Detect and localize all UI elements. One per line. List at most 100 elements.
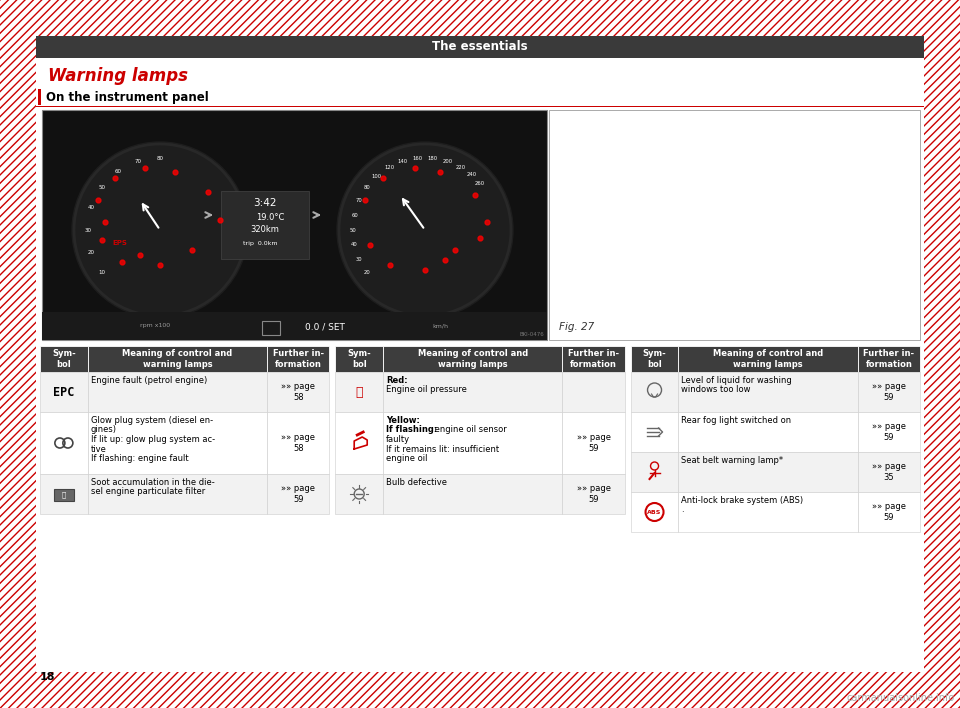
Bar bbox=[42, 312, 547, 340]
Text: 40: 40 bbox=[88, 205, 95, 210]
Bar bbox=[36, 36, 924, 58]
Bar bbox=[267, 346, 329, 372]
Text: 70: 70 bbox=[134, 159, 141, 164]
Bar bbox=[221, 191, 309, 259]
Text: »» page
35: »» page 35 bbox=[872, 462, 906, 481]
Bar bbox=[631, 492, 679, 532]
Bar bbox=[0, 672, 960, 708]
Text: Sym-
bol: Sym- bol bbox=[348, 349, 372, 369]
Text: 320km: 320km bbox=[251, 226, 279, 234]
Bar bbox=[563, 412, 625, 474]
Bar bbox=[335, 372, 383, 412]
Text: 40: 40 bbox=[351, 242, 358, 248]
Text: If lit up: glow plug system ac-: If lit up: glow plug system ac- bbox=[91, 435, 215, 444]
Text: Fig. 27: Fig. 27 bbox=[559, 322, 594, 332]
Text: ABS: ABS bbox=[647, 510, 661, 515]
Bar bbox=[679, 492, 858, 532]
Bar bbox=[679, 412, 858, 452]
Bar bbox=[40, 372, 87, 412]
Text: 120: 120 bbox=[384, 165, 394, 170]
Text: 80: 80 bbox=[156, 156, 163, 161]
Text: 30: 30 bbox=[356, 257, 363, 262]
Text: Sym-
bol: Sym- bol bbox=[52, 349, 76, 369]
Bar bbox=[679, 452, 858, 492]
Text: Engine fault (petrol engine): Engine fault (petrol engine) bbox=[91, 376, 207, 385]
Text: 160: 160 bbox=[413, 156, 422, 161]
Bar bbox=[563, 372, 625, 412]
Text: 100: 100 bbox=[372, 174, 382, 179]
Text: »» page
58: »» page 58 bbox=[281, 433, 315, 452]
Text: 60: 60 bbox=[351, 212, 358, 217]
Bar bbox=[87, 412, 267, 474]
Bar bbox=[87, 474, 267, 514]
Bar bbox=[383, 372, 563, 412]
Text: If flashing: engine fault: If flashing: engine fault bbox=[91, 454, 188, 463]
Bar bbox=[858, 412, 920, 452]
Text: 0.0 / SET: 0.0 / SET bbox=[304, 323, 345, 331]
Text: gines): gines) bbox=[91, 426, 117, 435]
Bar bbox=[267, 372, 329, 412]
Text: 200: 200 bbox=[443, 159, 452, 164]
Text: engine oil sensor: engine oil sensor bbox=[432, 426, 507, 435]
Text: Sym-
bol: Sym- bol bbox=[642, 349, 666, 369]
Text: Bulb defective: Bulb defective bbox=[386, 478, 447, 487]
Bar bbox=[38, 89, 41, 105]
Text: Further in-
formation: Further in- formation bbox=[568, 349, 619, 369]
Bar bbox=[631, 452, 679, 492]
Bar bbox=[40, 346, 87, 372]
Bar bbox=[383, 346, 563, 372]
Text: Further in-
formation: Further in- formation bbox=[863, 349, 915, 369]
Text: 60: 60 bbox=[114, 169, 121, 174]
Text: Rear fog light switched on: Rear fog light switched on bbox=[682, 416, 792, 425]
Text: 3:42: 3:42 bbox=[253, 198, 276, 208]
Text: Warning lamps: Warning lamps bbox=[48, 67, 188, 85]
Text: 20: 20 bbox=[88, 250, 95, 255]
Text: Anti-lock brake system (ABS): Anti-lock brake system (ABS) bbox=[682, 496, 804, 505]
Text: 80: 80 bbox=[364, 185, 371, 190]
Text: Seat belt warning lamp*: Seat belt warning lamp* bbox=[682, 456, 783, 465]
Bar bbox=[335, 346, 383, 372]
Text: EPC: EPC bbox=[53, 385, 75, 399]
Bar bbox=[0, 0, 960, 36]
Bar bbox=[40, 474, 87, 514]
Text: windows too low: windows too low bbox=[682, 385, 751, 394]
Text: Meaning of control and
warning lamps: Meaning of control and warning lamps bbox=[418, 349, 528, 369]
Text: »» page
59: »» page 59 bbox=[577, 484, 611, 503]
Bar bbox=[267, 474, 329, 514]
Bar bbox=[54, 489, 74, 501]
Text: 30: 30 bbox=[84, 227, 91, 232]
Text: On the instrument panel: On the instrument panel bbox=[46, 91, 208, 105]
Text: Meaning of control and
warning lamps: Meaning of control and warning lamps bbox=[713, 349, 824, 369]
Text: trip  0.0km: trip 0.0km bbox=[243, 241, 277, 246]
Text: »» page
59: »» page 59 bbox=[872, 382, 906, 401]
Text: »» page
59: »» page 59 bbox=[577, 433, 611, 452]
Bar bbox=[87, 372, 267, 412]
Text: 19.0°C: 19.0°C bbox=[255, 212, 284, 222]
Text: Soot accumulation in the die-: Soot accumulation in the die- bbox=[91, 478, 214, 487]
Text: 220: 220 bbox=[456, 165, 466, 170]
Text: Red:: Red: bbox=[386, 376, 408, 385]
Text: BKI-0476: BKI-0476 bbox=[519, 332, 544, 337]
Text: Level of liquid for washing: Level of liquid for washing bbox=[682, 376, 792, 385]
Text: Further in-
formation: Further in- formation bbox=[273, 349, 324, 369]
Text: 50: 50 bbox=[349, 227, 356, 232]
Bar bbox=[858, 492, 920, 532]
Text: .: . bbox=[682, 506, 684, 515]
Bar bbox=[631, 412, 679, 452]
Text: rpm x100: rpm x100 bbox=[140, 323, 170, 328]
Text: If it remains lit: insufficient: If it remains lit: insufficient bbox=[386, 445, 499, 454]
Bar bbox=[42, 110, 547, 340]
Bar bbox=[335, 474, 383, 514]
Text: 140: 140 bbox=[397, 159, 408, 164]
Text: 10: 10 bbox=[98, 270, 106, 275]
Text: 18: 18 bbox=[40, 672, 56, 682]
Text: 🛢: 🛢 bbox=[355, 385, 363, 399]
Text: »» page
59: »» page 59 bbox=[281, 484, 315, 503]
Text: engine oil: engine oil bbox=[386, 454, 427, 463]
Bar bbox=[631, 372, 679, 412]
Circle shape bbox=[337, 142, 513, 318]
Bar bbox=[858, 372, 920, 412]
Text: 70: 70 bbox=[356, 198, 363, 203]
Text: carmanualsonline.info: carmanualsonline.info bbox=[847, 693, 955, 703]
Text: sel engine particulate filter: sel engine particulate filter bbox=[91, 488, 205, 496]
